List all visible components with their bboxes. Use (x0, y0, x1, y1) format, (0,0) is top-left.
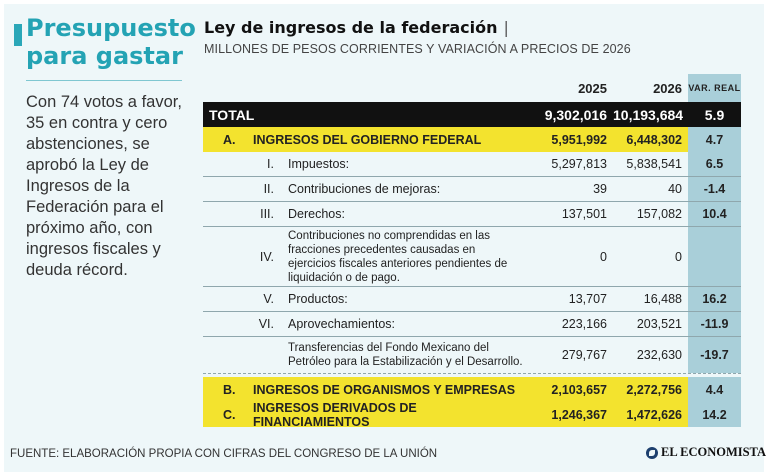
item-row-transfers: Transferencias del Fondo Mexicano del Pe… (203, 337, 741, 374)
item-var: 16.2 (688, 287, 741, 311)
item-row-vi: VI. Aprovechamientos: 223,166 203,521 -1… (203, 312, 741, 337)
logo-text: EL ECONOMISTA (661, 445, 766, 459)
item-var: 6.5 (688, 152, 741, 176)
item-var: 10.4 (688, 202, 741, 226)
item-row-i: I. Impuestos: 5,297,813 5,838,541 6.5 (203, 152, 741, 177)
total-2026: 10,193,684 (613, 106, 684, 123)
item-2025: 39 (593, 182, 607, 196)
item-label: Derechos: (288, 207, 345, 221)
section-num: A. (223, 132, 236, 147)
item-2026: 16,488 (643, 292, 682, 306)
section-2026: 6,448,302 (626, 132, 682, 147)
item-2026: 157,082 (636, 207, 682, 221)
item-num: I. (267, 157, 274, 171)
item-label: Contribuciones de mejoras: (288, 182, 441, 196)
item-row-v: V. Productos: 13,707 16,488 16.2 (203, 287, 741, 312)
source-note: FUENTE: ELABORACIÓN PROPIA CON CIFRAS DE… (10, 448, 438, 460)
section-label: INGRESOS DERIVADOS DE FINANCIAMIENTOS (253, 400, 417, 429)
item-2025: 0 (600, 249, 607, 264)
item-label: Contribuciones no comprendidas en las fr… (288, 229, 508, 284)
section-row-b: B. INGRESOS DE ORGANISMOS Y EMPRESAS 2,1… (203, 377, 741, 402)
item-var (688, 227, 741, 286)
total-label: TOTAL (209, 106, 255, 123)
item-2025: 5,297,813 (551, 157, 607, 171)
item-var: -11.9 (688, 312, 741, 336)
logo-icon (646, 446, 658, 459)
section-label: INGRESOS DEL GOBIERNO FEDERAL (253, 132, 482, 147)
section-var: 14.2 (688, 402, 741, 427)
table-header-row: 2025 2026 VAR. REAL (203, 74, 741, 102)
title-separator: | (503, 18, 509, 37)
sidebar-title: Presupuesto para gastar (26, 14, 196, 70)
item-2026: 5,838,541 (626, 157, 682, 171)
revenue-table: 2025 2026 VAR. REAL TOTAL 9,302,016 10,1… (203, 74, 741, 429)
section-row-a: A. INGRESOS DEL GOBIERNO FEDERAL 5,951,9… (203, 127, 741, 152)
section-num: C. (223, 407, 236, 422)
col-2025-header: 2025 (578, 80, 607, 96)
item-label: Impuestos: (288, 157, 350, 171)
item-row-iii: III. Derechos: 137,501 157,082 10.4 (203, 202, 741, 227)
col-2026-header: 2026 (653, 80, 682, 96)
item-2026: 232,630 (636, 348, 682, 362)
section-var: 4.7 (688, 127, 741, 152)
item-num: II. (263, 182, 274, 196)
item-var: -19.7 (688, 337, 741, 373)
section-row-c: C. INGRESOS DERIVADOS DE FINANCIAMIENTOS… (203, 400, 741, 429)
item-label: Transferencias del Fondo Mexicano del Pe… (288, 342, 523, 368)
item-2025: 137,501 (561, 207, 607, 221)
item-2025: 13,707 (568, 292, 607, 306)
total-row: TOTAL 9,302,016 10,193,684 5.9 (203, 102, 741, 127)
publisher-logo: EL ECONOMISTA (646, 445, 766, 460)
section-2025: 1,246,367 (551, 407, 607, 422)
sidebar-divider (26, 80, 182, 81)
item-num: IV. (259, 249, 274, 264)
total-2025: 9,302,016 (544, 106, 607, 123)
item-2026: 0 (675, 249, 682, 264)
table-title-text: Ley de ingresos de la federación (204, 18, 498, 37)
section-var: 4.4 (688, 377, 741, 402)
section-label: INGRESOS DE ORGANISMOS Y EMPRESAS (253, 382, 516, 397)
section-num: B. (223, 382, 236, 397)
accent-bar (14, 24, 22, 46)
item-2025: 223,166 (561, 317, 607, 331)
section-2026: 1,472,626 (626, 407, 682, 422)
table-title: Ley de ingresos de la federación | (204, 18, 509, 37)
item-label: Aprovechamientos: (288, 317, 396, 331)
item-num: V. (263, 292, 274, 306)
section-2025: 2,103,657 (551, 382, 607, 397)
total-var: 5.9 (688, 102, 741, 127)
item-row-iv: IV. Contribuciones no comprendidas en la… (203, 227, 741, 287)
section-2025: 5,951,992 (551, 132, 607, 147)
item-var: -1.4 (688, 177, 741, 201)
sidebar-text: Con 74 votos a favor, 35 en contra y cer… (26, 93, 182, 279)
item-num: III. (260, 207, 274, 221)
section-2026: 2,272,756 (626, 382, 682, 397)
item-num: VI. (258, 317, 274, 331)
col-var-header: VAR. REAL (688, 74, 741, 102)
item-label: Productos: (288, 292, 348, 306)
item-2025: 279,767 (561, 348, 607, 362)
item-2026: 203,521 (636, 317, 682, 331)
item-row-ii: II. Contribuciones de mejoras: 39 40 -1.… (203, 177, 741, 202)
item-2026: 40 (668, 182, 682, 196)
table-subtitle: MILLONES DE PESOS CORRIENTES Y VARIACIÓN… (204, 42, 631, 56)
